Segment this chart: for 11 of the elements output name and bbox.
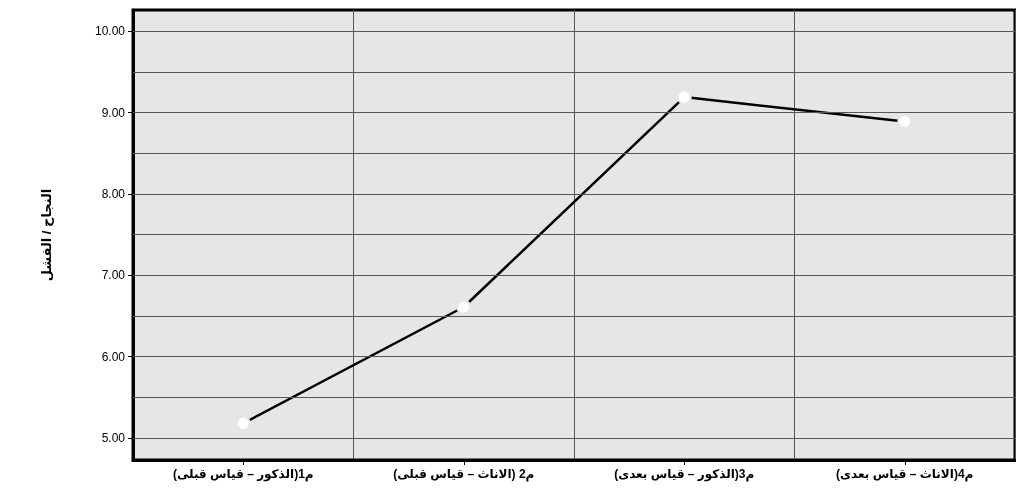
y-axis-title: النجاح / الفشل — [39, 188, 54, 282]
y-tick-label: 8.00 — [101, 186, 126, 201]
y-tick-label: 7.00 — [101, 268, 126, 283]
y-tick-label: 9.00 — [101, 105, 126, 120]
x-tick-label: م4(الاناث – قياس بعدى) — [836, 467, 974, 482]
y-tick-label: 5.00 — [101, 431, 126, 446]
y-tick-label: 10.00 — [94, 24, 126, 39]
x-tick-label: م3(الذكور – قياس بعدى) — [614, 467, 755, 482]
x-tick-label: م2 (الاناث – قياس قبلى) — [393, 467, 535, 482]
y-tick-label: 6.00 — [101, 349, 126, 364]
x-tick-label: م1(الذكور – قياس قبلى) — [172, 467, 314, 482]
